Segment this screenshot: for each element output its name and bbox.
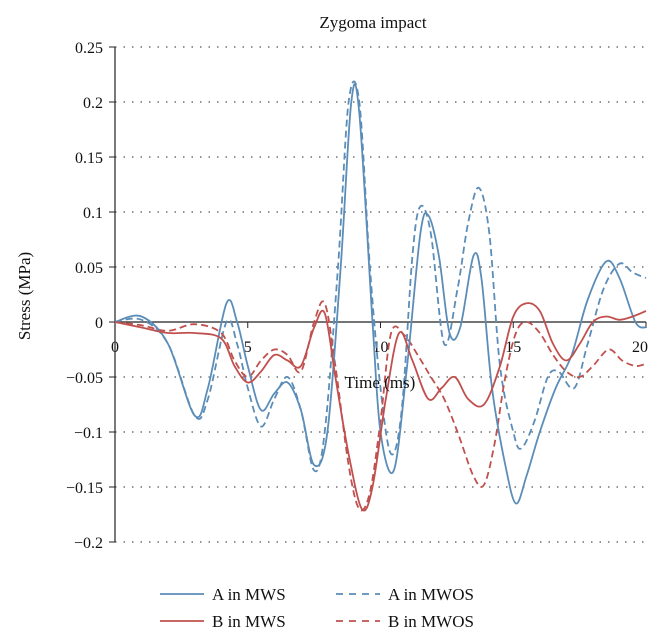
y-tick-label: 0 — [95, 315, 103, 332]
legend-label: B in MWOS — [388, 612, 474, 631]
legend-label: A in MWOS — [388, 585, 474, 604]
legend-label: A in MWS — [212, 585, 286, 604]
x-tick-label: 5 — [244, 339, 252, 356]
gridlines — [115, 46, 646, 543]
y-axis-label: Stress (MPa) — [15, 252, 34, 340]
x-tick-label: 0 — [111, 339, 119, 356]
y-tick-label: −0.1 — [74, 425, 103, 442]
series-line-a-in-mwos — [114, 80, 647, 473]
legend: A in MWS B in MWS A in MWOS B in MWOS — [160, 585, 474, 631]
x-tick-label: 15 — [505, 339, 521, 356]
x-tick-labels: 0 5 10 15 20 — [111, 339, 648, 356]
y-tick-label: 0.1 — [83, 205, 103, 222]
series-line-b-in-mws — [114, 302, 647, 512]
axes — [109, 46, 647, 543]
y-tick-label: −0.15 — [66, 480, 103, 497]
y-tick-label: −0.05 — [66, 370, 103, 387]
chart-title: Zygoma impact — [319, 13, 426, 32]
y-tick-label: −0.2 — [74, 535, 103, 552]
x-axis-label: Time (ms) — [345, 373, 416, 392]
series-line-a-in-mws — [114, 83, 647, 505]
legend-label: B in MWS — [212, 612, 286, 631]
y-tick-label: 0.25 — [75, 40, 103, 57]
x-tick-label: 20 — [632, 339, 648, 356]
series-lines — [114, 80, 647, 512]
y-tick-label: 0.05 — [75, 260, 103, 277]
y-tick-label: 0.15 — [75, 150, 103, 167]
y-tick-label: 0.2 — [83, 95, 103, 112]
y-tick-labels: 0.25 0.2 0.15 0.1 0.05 0 −0.05 −0.1 −0.15 −0.2 — [66, 40, 103, 552]
